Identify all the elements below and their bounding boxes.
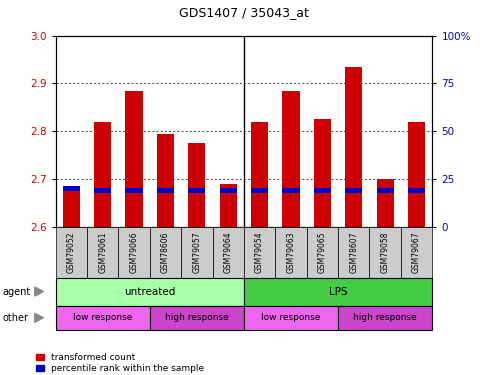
Polygon shape xyxy=(35,287,43,296)
Bar xyxy=(126,91,142,227)
Text: high response: high response xyxy=(354,314,417,322)
Bar xyxy=(345,67,362,227)
Bar xyxy=(126,188,142,193)
Bar xyxy=(157,188,174,193)
Bar xyxy=(220,188,237,193)
Bar xyxy=(408,122,425,227)
Bar xyxy=(63,189,80,227)
Text: agent: agent xyxy=(2,286,30,297)
Polygon shape xyxy=(35,314,43,322)
Text: GSM79066: GSM79066 xyxy=(129,231,139,273)
Text: GSM79063: GSM79063 xyxy=(286,231,296,273)
Bar xyxy=(377,179,394,227)
Text: low response: low response xyxy=(73,314,132,322)
Bar xyxy=(251,122,268,227)
Text: GSM79061: GSM79061 xyxy=(98,231,107,273)
Bar xyxy=(408,188,425,193)
Bar xyxy=(94,188,111,193)
Bar xyxy=(220,184,237,227)
Text: GSM79052: GSM79052 xyxy=(67,231,76,273)
Bar xyxy=(377,188,394,193)
Text: GSM78607: GSM78607 xyxy=(349,231,358,273)
Text: GSM79067: GSM79067 xyxy=(412,231,421,273)
Bar xyxy=(283,91,299,227)
Text: GSM79058: GSM79058 xyxy=(381,231,390,273)
Bar xyxy=(188,188,205,193)
Bar xyxy=(94,122,111,227)
Bar xyxy=(283,188,299,193)
Text: other: other xyxy=(2,313,28,323)
Text: untreated: untreated xyxy=(124,286,175,297)
Bar xyxy=(157,134,174,227)
Bar xyxy=(314,188,331,193)
Bar xyxy=(251,188,268,193)
Legend: transformed count, percentile rank within the sample: transformed count, percentile rank withi… xyxy=(35,352,205,374)
Text: low response: low response xyxy=(261,314,321,322)
Bar xyxy=(188,143,205,227)
Text: GDS1407 / 35043_at: GDS1407 / 35043_at xyxy=(179,6,309,19)
Bar xyxy=(314,119,331,227)
Text: high response: high response xyxy=(165,314,228,322)
Text: LPS: LPS xyxy=(329,286,347,297)
Text: GSM79054: GSM79054 xyxy=(255,231,264,273)
Bar xyxy=(63,186,80,191)
Text: GSM79064: GSM79064 xyxy=(224,231,233,273)
Text: GSM79057: GSM79057 xyxy=(192,231,201,273)
Bar xyxy=(345,188,362,193)
Text: GSM78606: GSM78606 xyxy=(161,231,170,273)
Text: GSM79065: GSM79065 xyxy=(318,231,327,273)
